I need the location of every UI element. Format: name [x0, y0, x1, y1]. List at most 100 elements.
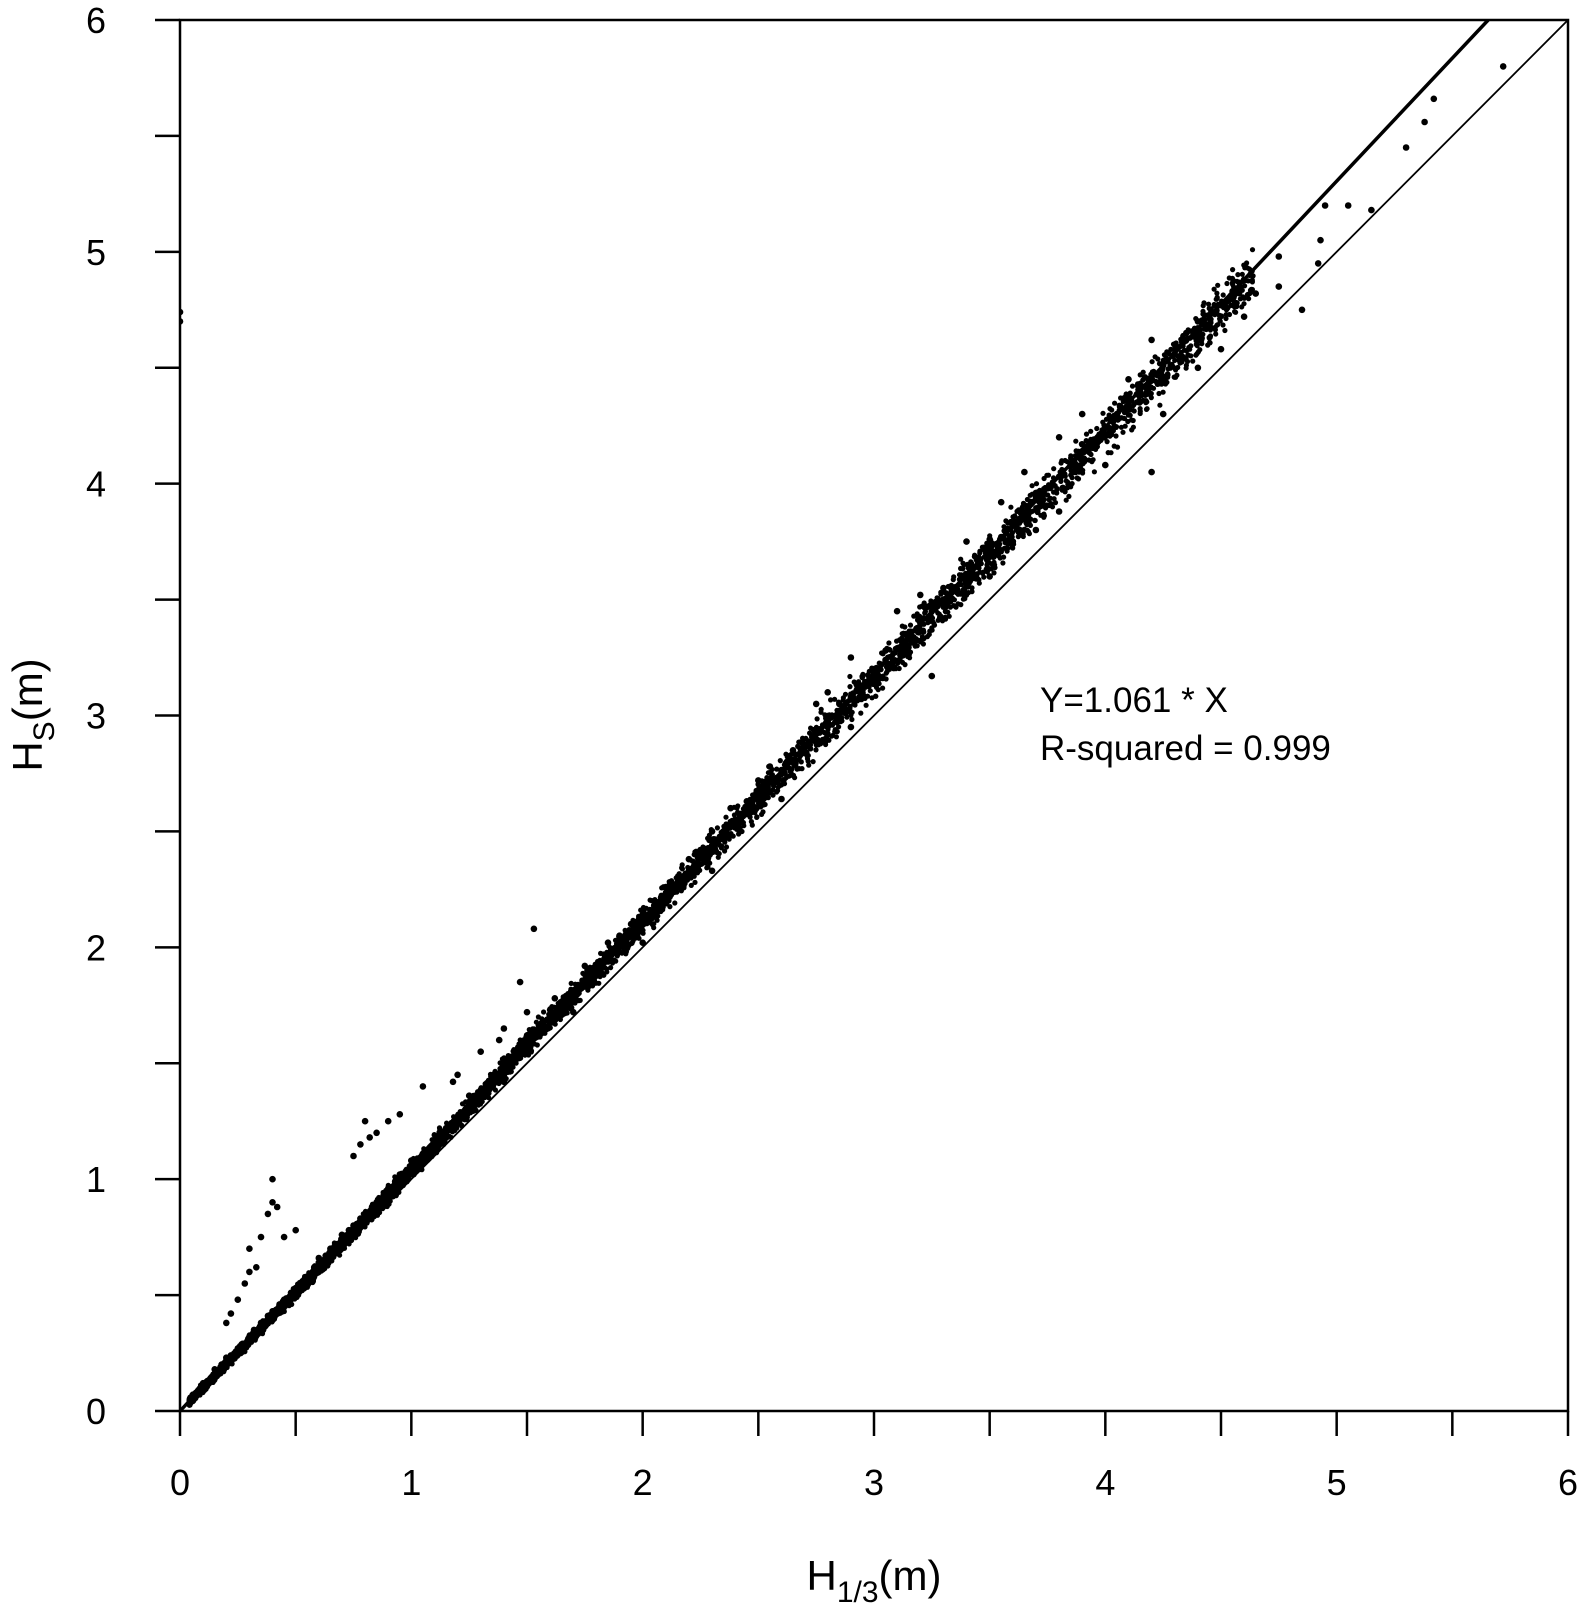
scatter-point — [1127, 390, 1133, 396]
scatter-point — [805, 752, 811, 759]
scatter-point — [486, 1095, 492, 1101]
scatter-point — [958, 582, 964, 588]
scatter-point — [847, 709, 853, 715]
scatter-point — [585, 987, 591, 993]
scatter-point — [818, 706, 824, 712]
scatter-point — [1214, 290, 1220, 296]
scatter-point — [1140, 369, 1146, 375]
scatter-point — [876, 666, 882, 673]
scatter-point — [819, 722, 826, 728]
scatter-point — [995, 553, 1001, 559]
scatter-point — [1157, 369, 1163, 375]
scatter-point — [1094, 425, 1100, 432]
scatter-point — [1167, 362, 1173, 368]
scatter-point — [840, 695, 847, 701]
scatter-point — [1010, 545, 1016, 551]
scatter-point — [1168, 346, 1174, 352]
scatter-point — [1178, 349, 1184, 355]
scatter-point — [722, 848, 728, 854]
scatter-point — [946, 613, 952, 619]
scatter-point — [867, 688, 873, 694]
scatter-point — [613, 958, 619, 964]
scatter-point — [1224, 304, 1230, 310]
scatter-point — [914, 643, 920, 649]
scatter-point — [899, 635, 905, 641]
scatter-point — [1164, 373, 1170, 379]
scatter-point — [1004, 531, 1010, 537]
scatter-point — [644, 918, 651, 925]
scatter-point — [1080, 467, 1086, 473]
scatter-point — [1176, 356, 1182, 362]
scatter-point — [798, 749, 804, 755]
scatter-point — [847, 703, 853, 709]
scatter-point — [784, 754, 790, 760]
scatter-point — [431, 1132, 437, 1138]
scatter-point — [679, 885, 685, 892]
scatter-point — [608, 965, 614, 971]
scatter-point — [1040, 502, 1047, 508]
scatter-point — [951, 597, 958, 603]
scatter-point — [1000, 560, 1006, 566]
scatter-point — [1240, 294, 1246, 300]
scatter-point — [769, 772, 776, 778]
scatter-point — [984, 569, 991, 575]
scatter-point — [1129, 383, 1136, 389]
scatter-point — [667, 904, 673, 910]
scatter-point — [1113, 433, 1119, 439]
scatter-point — [1144, 406, 1150, 412]
scatter-point — [858, 710, 864, 716]
scatter-point — [453, 1122, 459, 1129]
scatter-point — [1194, 343, 1200, 349]
scatter-point — [843, 700, 849, 706]
scatter-point — [961, 562, 967, 568]
scatter-point — [770, 792, 776, 798]
scatter-point — [1247, 287, 1254, 293]
scatter-point — [643, 905, 649, 911]
scatter-point — [464, 1111, 470, 1117]
scatter-point — [849, 716, 855, 723]
scatter-point — [1113, 424, 1120, 430]
scatter-point — [1045, 472, 1052, 478]
scatter-point — [976, 554, 982, 560]
scatter-point — [832, 729, 838, 735]
scatter-point — [577, 997, 583, 1004]
scatter-point — [815, 741, 822, 748]
scatter-point — [751, 794, 757, 800]
scatter-point — [984, 557, 990, 563]
scatter-point — [806, 762, 812, 768]
scatter-point — [718, 845, 725, 851]
scatter-point — [1152, 354, 1158, 360]
scatter-point — [1242, 283, 1248, 289]
scatter-point — [1233, 299, 1239, 306]
scatter-point — [735, 803, 741, 809]
scatter-point — [1091, 469, 1097, 475]
scatter-point — [1190, 358, 1196, 364]
scatter-point — [1085, 440, 1091, 446]
scatter-point — [863, 702, 869, 708]
scatter-point — [781, 762, 788, 768]
scatter-point — [659, 902, 665, 908]
scatter-point — [1063, 497, 1069, 503]
scatter-point — [886, 640, 892, 646]
scatter-point — [808, 746, 814, 752]
scatter-point — [1217, 316, 1223, 322]
scatter-point — [965, 583, 971, 590]
scatter-point — [1035, 506, 1041, 512]
scatter-point — [918, 627, 924, 633]
scatter-point — [1041, 475, 1047, 482]
scatter-point — [914, 624, 920, 631]
scatter-point — [1004, 539, 1010, 545]
scatter-point — [942, 590, 948, 596]
scatter-point — [569, 998, 575, 1005]
scatter-point — [1146, 391, 1153, 397]
scatter-point — [1118, 403, 1124, 409]
scatter-point — [847, 673, 853, 680]
scatter-point — [1144, 384, 1150, 390]
scatter-point — [489, 1083, 495, 1089]
scatter-point — [956, 572, 963, 578]
scatter-point — [750, 798, 756, 805]
scatter-point — [728, 831, 734, 837]
scatter-point — [694, 868, 700, 874]
scatter-point — [1200, 303, 1206, 309]
scatter-point — [1072, 453, 1078, 459]
